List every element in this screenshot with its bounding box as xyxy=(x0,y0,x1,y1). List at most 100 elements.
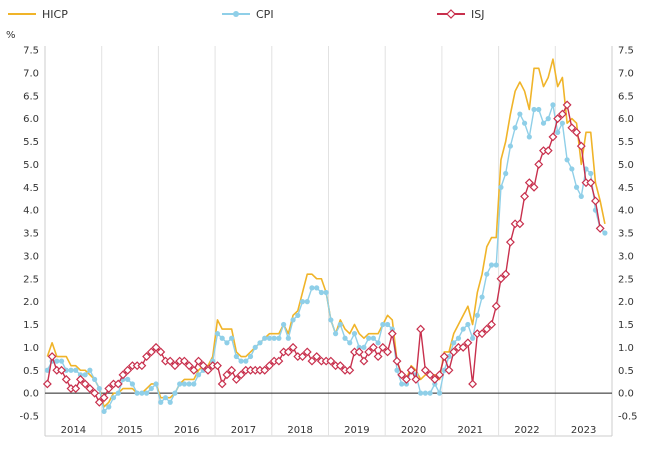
data-point-isj xyxy=(94,397,104,407)
y-tick-label-right: 0.0 xyxy=(618,389,634,400)
data-point-isj xyxy=(236,370,246,380)
data-point-isj xyxy=(231,374,241,384)
x-tick-label-year: 2018 xyxy=(287,425,312,436)
data-point-cpi xyxy=(148,385,154,392)
data-point-cpi xyxy=(366,335,372,341)
data-point-cpi xyxy=(479,294,485,300)
data-point-cpi xyxy=(309,285,315,291)
data-point-isj xyxy=(104,384,114,393)
y-tick-label-left: 0.5 xyxy=(23,366,39,377)
y-tick-label-right: 6.5 xyxy=(618,91,634,102)
data-point-isj xyxy=(430,374,440,384)
data-point-cpi xyxy=(564,157,570,163)
data-point-isj xyxy=(397,370,407,380)
data-point-isj xyxy=(170,361,180,371)
data-point-isj xyxy=(439,352,449,361)
data-point-cpi xyxy=(191,381,197,387)
data-point-cpi xyxy=(139,390,145,396)
data-point-isj xyxy=(543,146,553,156)
data-point-cpi xyxy=(384,321,391,328)
data-point-isj xyxy=(165,356,175,366)
data-point-cpi xyxy=(403,381,410,387)
legend-label: CPI xyxy=(256,8,274,21)
data-point-cpi xyxy=(531,106,537,113)
data-point-cpi xyxy=(177,381,183,387)
data-point-cpi xyxy=(351,331,358,337)
data-point-isj xyxy=(591,196,600,206)
legend-label: ISJ xyxy=(471,8,484,21)
data-point-cpi xyxy=(451,340,457,346)
data-point-cpi xyxy=(422,390,428,396)
series-line-isj xyxy=(46,104,601,403)
data-point-isj xyxy=(576,141,586,151)
data-point-isj xyxy=(572,127,582,137)
data-point-isj xyxy=(501,269,511,279)
data-point-cpi xyxy=(545,116,551,122)
data-point-isj xyxy=(47,352,57,361)
data-point-isj xyxy=(359,356,369,366)
legend-item-isj: ISJ xyxy=(437,8,484,21)
data-point-cpi xyxy=(229,335,235,341)
series-cpi xyxy=(44,102,608,415)
y-tick-label-left: 3.0 xyxy=(23,251,39,262)
data-point-cpi xyxy=(484,271,490,277)
data-point-cpi xyxy=(110,395,117,401)
data-point-cpi xyxy=(271,335,277,341)
data-point-cpi xyxy=(77,372,84,378)
data-point-isj xyxy=(288,342,298,352)
data-point-cpi xyxy=(488,262,495,268)
data-point-isj xyxy=(406,365,416,375)
data-point-cpi xyxy=(129,381,136,387)
y-tick-label-left: 4.5 xyxy=(23,183,39,194)
data-point-isj xyxy=(458,342,468,352)
series-isj xyxy=(42,100,605,407)
data-point-cpi xyxy=(257,340,263,346)
data-point-cpi xyxy=(540,120,547,126)
data-point-cpi xyxy=(285,335,291,341)
data-point-cpi xyxy=(214,331,221,337)
data-point-cpi xyxy=(526,134,532,140)
data-point-cpi xyxy=(356,344,362,350)
data-point-isj xyxy=(298,352,307,361)
legend-circle-marker xyxy=(233,11,239,17)
data-point-cpi xyxy=(465,321,471,328)
y-tick-label-right: 3.5 xyxy=(618,229,634,240)
data-point-isj xyxy=(468,379,478,389)
data-point-cpi xyxy=(243,358,249,364)
data-point-cpi xyxy=(200,367,206,373)
data-point-isj xyxy=(179,356,189,366)
data-point-cpi xyxy=(172,390,178,396)
data-point-cpi xyxy=(441,367,447,373)
data-point-cpi xyxy=(281,321,287,328)
data-point-cpi xyxy=(158,399,164,405)
y-tick-label-left: 3.5 xyxy=(23,229,39,240)
data-point-cpi xyxy=(238,358,244,364)
data-point-isj xyxy=(156,347,166,357)
axis-layer: -0.5 -0.5 0.0 0.0 0.5 0.5 1.0 1.0 1.5 1.5 2.0 2.0 2.… xyxy=(19,46,637,437)
data-point-cpi xyxy=(446,353,452,360)
data-point-isj xyxy=(307,356,317,366)
data-point-cpi xyxy=(304,299,310,305)
legend-item-hicp: HICP xyxy=(8,8,68,21)
data-point-isj xyxy=(137,361,147,371)
x-tick-label-year: 2014 xyxy=(61,425,86,436)
data-point-cpi xyxy=(436,390,443,396)
y-tick-label-right: 1.0 xyxy=(618,343,634,354)
data-point-isj xyxy=(595,223,605,233)
y-tick-label-right: 4.5 xyxy=(618,183,634,194)
data-point-isj xyxy=(548,132,558,142)
data-point-cpi xyxy=(578,193,584,199)
data-point-isj xyxy=(586,178,596,188)
data-point-isj xyxy=(213,361,222,371)
data-point-isj xyxy=(411,374,421,384)
data-point-isj xyxy=(496,274,506,284)
y-tick-label-right: 0.5 xyxy=(618,366,634,377)
data-point-isj xyxy=(227,365,237,375)
data-point-isj xyxy=(80,379,90,389)
data-point-isj xyxy=(463,338,473,348)
data-point-cpi xyxy=(380,321,386,328)
data-point-isj xyxy=(387,329,397,339)
data-point-cpi xyxy=(101,408,107,415)
data-point-cpi xyxy=(342,335,348,341)
data-point-isj xyxy=(217,379,227,389)
